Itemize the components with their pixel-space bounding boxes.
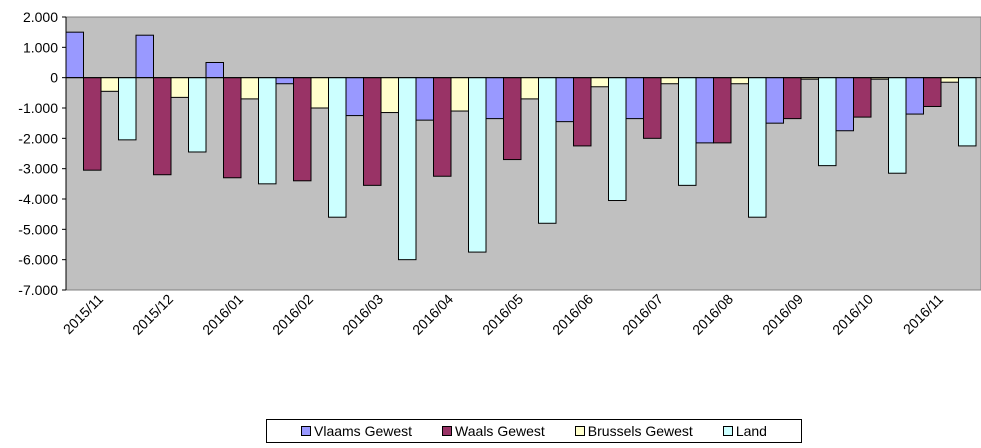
x-tick-label: 2016/05 [479, 291, 526, 338]
x-tick-label: 2015/11 [60, 291, 107, 338]
x-tick-label: 2016/06 [549, 291, 596, 338]
bar-brussels-gewest [240, 77, 259, 100]
y-tick-label: -2.000 [18, 130, 58, 146]
bar-brussels-gewest [940, 77, 959, 83]
bar-brussels-gewest [520, 77, 539, 100]
bar-brussels-gewest [590, 77, 609, 88]
bar-waals-gewest [573, 77, 592, 147]
bar-land [118, 77, 137, 141]
legend-item-land: Land [722, 423, 767, 439]
legend-item-waals-gewest: Waals Gewest [442, 423, 545, 439]
bar-vlaams-gewest [695, 77, 714, 144]
legend: Vlaams Gewest Waals Gewest Brussels Gewest… [266, 419, 802, 443]
bar-land [888, 77, 907, 174]
bar-land [188, 77, 207, 153]
bar-vlaams-gewest [415, 77, 434, 121]
legend-item-brussels-gewest: Brussels Gewest [574, 423, 693, 439]
y-tick-label: 1.000 [23, 39, 58, 55]
legend-swatch [442, 426, 453, 436]
y-tick-label: 0 [50, 70, 58, 86]
legend-item-vlaams-gewest: Vlaams Gewest [301, 423, 412, 439]
x-tick-label: 2016/09 [759, 291, 806, 338]
legend-label: Waals Gewest [455, 423, 545, 439]
bar-vlaams-gewest [345, 77, 364, 117]
bar-land [258, 77, 277, 185]
legend-swatch [574, 426, 585, 436]
x-tick-label: 2016/08 [689, 291, 736, 338]
x-tick-label: 2016/04 [409, 291, 456, 338]
x-tick-label: 2016/11 [900, 291, 947, 338]
bar-vlaams-gewest [485, 77, 504, 120]
y-tick-label: 2.000 [23, 9, 58, 25]
bar-brussels-gewest [660, 77, 679, 85]
bar-land [678, 77, 697, 186]
x-axis: 2015/11 2015/12 2016/01 2016/02 2016/03 2016/… [60, 291, 947, 338]
bar-brussels-gewest [310, 77, 329, 109]
bar-vlaams-gewest [835, 77, 854, 132]
bar-land [608, 77, 627, 202]
bar-land [538, 77, 557, 224]
x-tick-label: 2015/12 [129, 291, 176, 338]
x-tick-label: 2016/07 [619, 291, 666, 338]
legend-swatch [301, 426, 311, 436]
legend-label: Brussels Gewest [587, 423, 693, 439]
bar-brussels-gewest [100, 77, 119, 92]
bar-land [818, 77, 837, 167]
bar-brussels-gewest [380, 77, 399, 114]
plot-area [65, 16, 981, 291]
bar-waals-gewest [83, 77, 102, 171]
legend-label: Vlaams Gewest [314, 423, 413, 439]
bar-waals-gewest [293, 77, 312, 182]
bar-waals-gewest [503, 77, 522, 161]
bar-waals-gewest [223, 77, 242, 179]
y-tick-label: -1.000 [18, 100, 58, 116]
bar-waals-gewest [153, 77, 172, 176]
y-tick-label: -4.000 [18, 191, 58, 207]
bar-brussels-gewest [450, 77, 469, 112]
bar-land [398, 77, 417, 261]
y-axis: 2.000 1.000 0 -1.000 -2.000 -3.000 -4.000 -5.00… [18, 9, 66, 298]
legend-label: Land [735, 423, 767, 439]
bars-group [65, 31, 981, 261]
bar-vlaams-gewest [905, 77, 924, 115]
bar-waals-gewest [643, 77, 662, 139]
bar-waals-gewest [853, 77, 872, 118]
x-tick-label: 2016/02 [269, 291, 316, 338]
y-tick-label: -6.000 [18, 252, 58, 268]
y-tick-label: -5.000 [18, 221, 58, 237]
bar-land [328, 77, 347, 218]
bar-brussels-gewest [730, 77, 749, 85]
x-tick-label: 2016/10 [829, 291, 876, 338]
bar-vlaams-gewest [275, 77, 294, 85]
bar-vlaams-gewest [65, 31, 84, 79]
bar-vlaams-gewest [205, 62, 224, 79]
bar-land [468, 77, 487, 253]
y-tick-label: -7.000 [18, 282, 58, 298]
bar-brussels-gewest [170, 77, 189, 98]
bar-vlaams-gewest [555, 77, 574, 123]
bar-vlaams-gewest [765, 77, 784, 124]
y-tick-label: -3.000 [18, 161, 58, 177]
bar-waals-gewest [363, 77, 382, 186]
bar-waals-gewest [433, 77, 452, 177]
bar-land [748, 77, 767, 218]
bar-land [958, 77, 977, 147]
bar-waals-gewest [923, 77, 942, 107]
legend-swatch [722, 426, 733, 436]
bar-waals-gewest [783, 77, 802, 120]
bar-vlaams-gewest [135, 34, 154, 79]
x-tick-label: 2016/01 [199, 291, 246, 338]
x-tick-label: 2016/03 [339, 291, 386, 338]
bar-vlaams-gewest [625, 77, 644, 120]
bar-waals-gewest [713, 77, 732, 144]
